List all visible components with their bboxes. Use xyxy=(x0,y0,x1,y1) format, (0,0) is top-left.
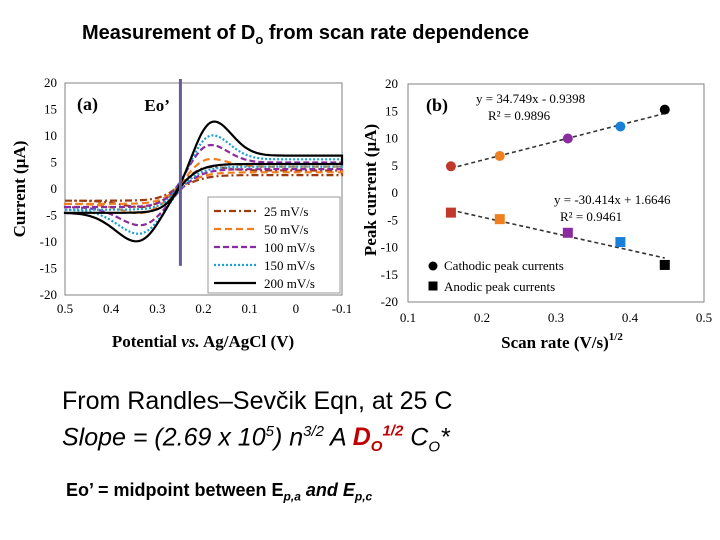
cv-x-axis-label: Potential vs. Ag/AgCl (V) xyxy=(112,332,294,351)
cv-y-axis-label: Current (µA) xyxy=(10,141,29,238)
cv-y-tick-1: 15 xyxy=(44,102,57,117)
cathodic-point-4 xyxy=(659,104,670,115)
legend-anodic-marker xyxy=(428,281,438,291)
peak-y-tick-4: 0 xyxy=(392,185,399,200)
cv-x-tick-6: -0.1 xyxy=(332,301,351,316)
cv-y-tick-0: 20 xyxy=(44,75,57,90)
cv-legend-label-1: 50 mV/s xyxy=(264,222,308,237)
cathodic-point-2 xyxy=(562,133,573,144)
peak-x-tick-1: 0.2 xyxy=(474,310,490,325)
cv-curve-3 xyxy=(63,134,344,235)
cv-x-tick-5: 0 xyxy=(293,301,300,316)
anodic-point-4 xyxy=(659,259,670,270)
cv-y-tick-4: 0 xyxy=(51,181,58,196)
cv-x-tick-1: 0.4 xyxy=(103,301,120,316)
peak-y-tick-8: -20 xyxy=(381,294,398,309)
cathodic-point-3 xyxy=(615,121,626,132)
eo-annotation: Eo’ xyxy=(144,96,170,115)
randles-sevcik-heading: From Randles–Sevčik Eqn, at 25 C xyxy=(62,387,453,415)
cv-curve-2 xyxy=(63,143,344,227)
cv-x-tick-2: 0.3 xyxy=(149,301,165,316)
cv-x-tick-4: 0.1 xyxy=(242,301,258,316)
peak-y-tick-7: -15 xyxy=(381,267,398,282)
cv-y-tick-3: 5 xyxy=(51,155,58,170)
slide-title: Measurement of Do from scan rate depende… xyxy=(82,22,529,47)
cv-curve-1 xyxy=(63,157,344,215)
slope-equation: Slope = (2.69 x 105) n3/2 A DO1/2 CO* xyxy=(62,423,450,456)
peak-y-tick-1: 15 xyxy=(385,103,398,118)
cv-legend-label-4: 200 mV/s xyxy=(264,276,315,291)
fit-line-0 xyxy=(450,112,665,169)
peak-current-chart: 0.1 0.2 0.3 0.4 0.5 20 15 10 5 0 -5 -10 -15 -20 (b) y… xyxy=(361,76,712,352)
legend-cathodic-marker xyxy=(428,261,438,271)
cv-y-tick-5: -5 xyxy=(46,208,57,223)
peak-y-tick-6: -10 xyxy=(381,240,398,255)
peak-y-tick-3: 5 xyxy=(392,158,399,173)
cv-legend-label-3: 150 mV/s xyxy=(264,258,315,273)
cv-panel-label: (a) xyxy=(77,94,98,115)
cathodic-point-0 xyxy=(445,161,456,172)
anodic-point-2 xyxy=(562,227,573,238)
peak-plot-frame xyxy=(407,83,705,303)
cv-legend-label-0: 25 mV/s xyxy=(264,204,308,219)
cv-chart: 0.5 0.4 0.3 0.2 0.1 0 -0.120151050-5-10-15-20 … xyxy=(10,75,351,351)
cv-legend-box xyxy=(207,196,341,294)
cv-x-tick-3: 0.2 xyxy=(195,301,211,316)
cathodic-fit-equation: y = 34.749x - 0.9398 xyxy=(476,91,585,106)
legend-anodic-label: Anodic peak currents xyxy=(444,279,555,294)
cv-y-tick-6: -10 xyxy=(40,234,57,249)
cv-legend-label-2: 100 mV/s xyxy=(264,240,315,255)
peak-x-tick-4: 0.5 xyxy=(696,310,712,325)
peak-x-tick-3: 0.4 xyxy=(622,310,639,325)
cv-y-tick-7: -15 xyxy=(40,261,57,276)
peak-y-tick-0: 20 xyxy=(385,76,398,91)
peak-legend: Cathodic peak currents Anodic peak curre… xyxy=(428,258,564,294)
peak-panel-label: (b) xyxy=(426,95,448,116)
eo-definition: Eo’ = midpoint between Ep,a and Ep,c xyxy=(66,480,373,504)
cathodic-point-1 xyxy=(494,150,505,161)
peak-x-tick-0: 0.1 xyxy=(400,310,416,325)
cv-plot-frame xyxy=(64,82,343,296)
anodic-point-3 xyxy=(615,237,626,248)
peak-x-axis-label: Scan rate (V/s)1/2 xyxy=(501,331,623,352)
peak-y-tick-5: -5 xyxy=(387,212,398,227)
cv-y-tick-8: -20 xyxy=(40,287,57,302)
cv-curve-4 xyxy=(63,120,344,243)
anodic-fit-equation: y = -30.414x + 1.6646 xyxy=(554,192,671,207)
cv-legend: 25 mV/s 50 mV/s 100 mV/s 150 mV/s 200 mV/s xyxy=(207,196,341,294)
peak-y-axis-label: Peak current (µA) xyxy=(361,124,380,256)
fit-line-1 xyxy=(450,209,665,259)
cv-y-tick-2: 10 xyxy=(44,128,57,143)
anodic-point-0 xyxy=(445,207,456,218)
peak-x-tick-2: 0.3 xyxy=(548,310,564,325)
anodic-fit-r2: R² = 0.9461 xyxy=(560,209,622,224)
legend-cathodic-label: Cathodic peak currents xyxy=(444,258,564,273)
cathodic-fit-r2: R² = 0.9896 xyxy=(488,108,551,123)
anodic-point-1 xyxy=(494,214,505,225)
peak-y-tick-2: 10 xyxy=(385,131,398,146)
cv-x-tick-0: 0.5 xyxy=(57,301,73,316)
